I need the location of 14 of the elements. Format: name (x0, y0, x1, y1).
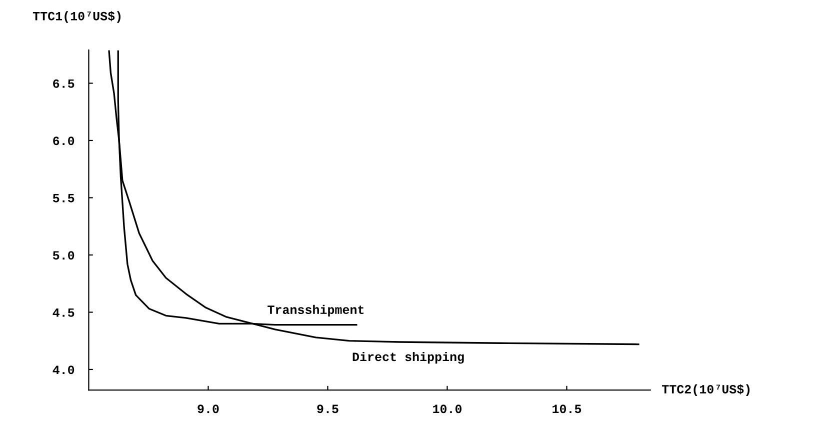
x-tick-label: 10.5 (552, 404, 582, 414)
y-tick-label: 5.5 (52, 194, 74, 202)
y-tick-label: 4.5 (52, 308, 74, 317)
x-tick-label: 10.0 (433, 404, 462, 414)
y-tick-label: 5.0 (52, 251, 74, 260)
x-axis-title: TTC2(10⁷US$) (662, 384, 750, 396)
x-tick-label: 9.5 (317, 404, 338, 414)
series-label: Transshipment (268, 304, 364, 316)
x-tick-label: 9.0 (198, 404, 219, 414)
series-label: Direct shipping (352, 352, 464, 364)
y-tick-label: 4.0 (52, 366, 74, 374)
y-axis-title: TTC1(10⁷US$) (32, 11, 120, 23)
y-tick-label: 6.0 (53, 136, 74, 146)
y-tick-label: 6.5 (53, 79, 74, 88)
